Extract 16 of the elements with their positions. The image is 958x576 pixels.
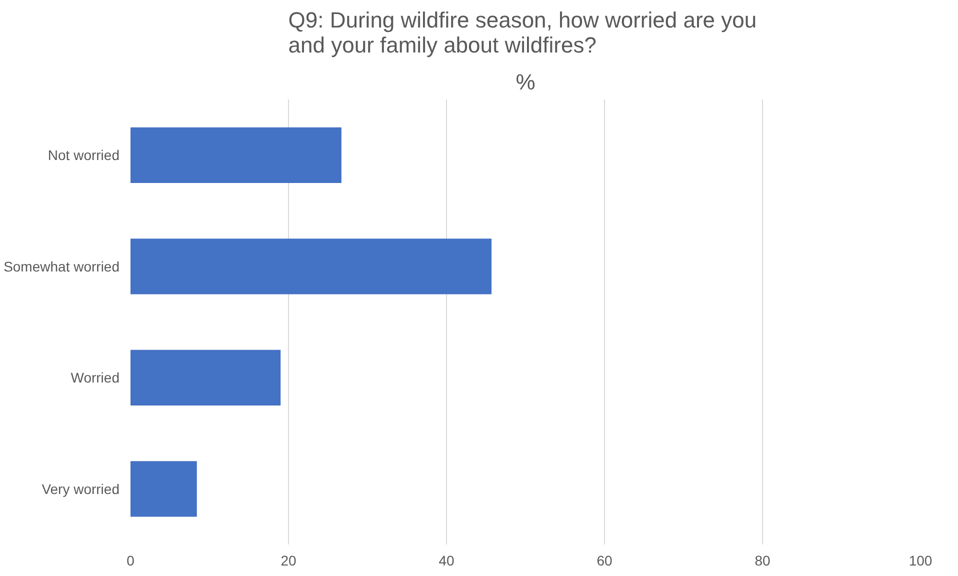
chart-subtitle: % [516, 70, 536, 94]
y-tick-label: Not worried [48, 147, 120, 164]
x-tick-label: 100 [908, 552, 932, 568]
bar [130, 238, 492, 294]
y-tick-label: Somewhat worried [4, 258, 120, 274]
x-tick-label: 80 [754, 552, 770, 568]
bar [130, 127, 342, 183]
x-tick-label: 20 [280, 552, 296, 568]
chart-title: Q9: During wildfire season, how worried are you and your family about wildfires? [288, 8, 757, 58]
x-tick-label: 0 [126, 552, 135, 568]
x-tick-label: 60 [596, 552, 612, 568]
bar [130, 461, 197, 517]
y-tick-label: Worried [70, 370, 120, 386]
x-tick-label: 40 [438, 552, 454, 568]
bar [130, 350, 281, 406]
y-tick-label: Very worried [42, 480, 120, 497]
